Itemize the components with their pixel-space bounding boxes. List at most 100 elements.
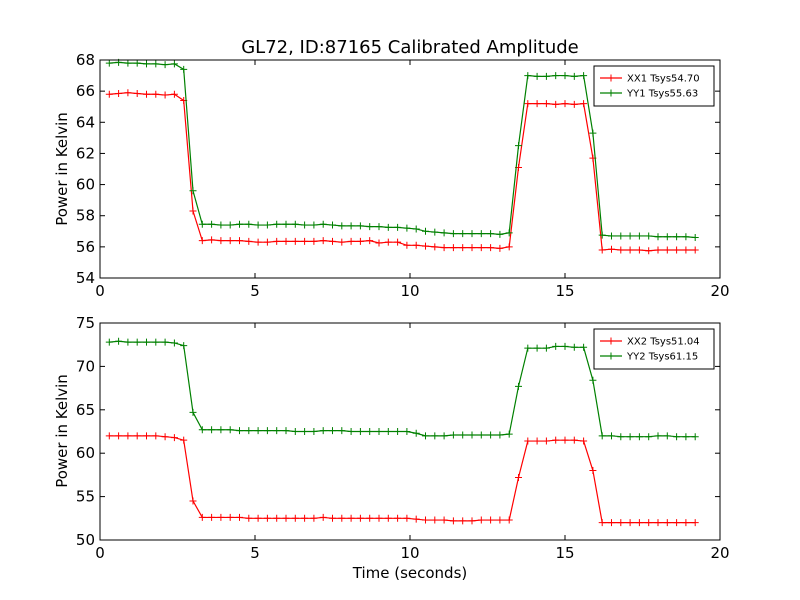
bottom-plot-data-point	[449, 517, 457, 525]
bottom-plot-legend: XX2 Tsys51.04 YY2 Tsys61.15	[593, 328, 715, 370]
top-plot-data-point	[384, 223, 392, 231]
bottom-plot-data-point	[626, 519, 634, 527]
bottom-plot-data-point	[198, 426, 206, 434]
bottom-plot-axes: 0 5 10 15 20 50 55 60 65 70 75	[76, 314, 730, 562]
bottom-plot-data-point	[236, 427, 243, 435]
top-plot-data-point	[338, 222, 346, 230]
bottom-plot-data-point	[626, 433, 634, 441]
bottom-plot-data-point	[273, 427, 281, 435]
top-plot-data-point	[561, 100, 569, 108]
bottom-plot-data-point	[366, 428, 374, 435]
bottom-plot-data-point	[403, 514, 411, 522]
bottom-plot-data-point	[645, 519, 653, 527]
bottom-plot-data-point	[226, 426, 234, 434]
top-plot-ytick-label: 66	[76, 82, 95, 100]
top-plot-data-point	[412, 225, 420, 233]
top-plot-data-point	[236, 220, 243, 228]
top-plot-data-point	[691, 234, 699, 242]
bottom-plot-data-point	[124, 338, 132, 346]
bottom-plot-data-point	[338, 427, 346, 435]
bottom-plot-data-point	[635, 433, 643, 441]
top-plot-data-point	[673, 233, 681, 241]
top-plot-data-point	[310, 221, 318, 229]
top-plot-xtick-label: 5	[250, 282, 260, 300]
top-plot-data-point	[515, 142, 522, 150]
top-plot-data-point	[356, 237, 364, 245]
top-plot-axes: 0 5 10 15 20 54 56 58 60 62 64 66 68	[76, 51, 730, 300]
bottom-plot-data-point	[152, 432, 160, 440]
top-plot-data-point	[570, 100, 578, 108]
top-plot-data-point	[403, 241, 411, 249]
bottom-plot-data-point	[217, 426, 225, 434]
top-plot-data-point	[654, 233, 662, 241]
top-plot-data-point	[133, 89, 141, 97]
top-plot-data-point	[291, 237, 299, 245]
top-plot-data-point	[468, 230, 476, 238]
bottom-plot-data-point	[608, 519, 615, 527]
top-plot-data-point	[226, 237, 234, 245]
bottom-plot-data-point	[477, 516, 485, 524]
bottom-plot-data-point	[115, 432, 123, 440]
top-plot-data-point	[115, 89, 123, 97]
bottom-plot-xtick-label: 0	[95, 544, 105, 562]
bottom-plot-data-point	[533, 437, 541, 445]
top-plot-data-point	[654, 246, 662, 254]
top-plot-data-point	[282, 220, 290, 228]
bottom-plot-data-point	[366, 514, 374, 522]
bottom-plot-ytick-label: 70	[76, 357, 95, 375]
top-plot-data-point	[105, 59, 113, 67]
top-plot-data-point	[329, 237, 336, 245]
bottom-plot-series-line	[109, 435, 696, 524]
top-plot-data-point	[635, 232, 643, 240]
top-plot-data-point	[459, 230, 467, 238]
bottom-plot-data-point	[487, 516, 495, 524]
bottom-plot-data-point	[515, 474, 522, 482]
top-plot-data-point	[412, 241, 420, 249]
bottom-plot-data-point	[375, 428, 383, 435]
top-plot-data-point	[440, 229, 448, 237]
top-plot-legend-marker	[607, 89, 615, 97]
top-plot-data-point	[161, 61, 169, 69]
top-plot-data-point	[477, 230, 485, 238]
bottom-plot-data-point	[161, 433, 169, 441]
top-plot-lines	[105, 58, 699, 255]
top-plot-data-point	[422, 242, 429, 250]
bottom-plot-data-point	[580, 343, 588, 351]
bottom-plot-data-point	[459, 431, 467, 439]
top-plot-data-point	[552, 100, 560, 108]
bottom-plot-data-point	[552, 436, 560, 444]
bottom-plot-legend-marker	[607, 352, 615, 360]
top-plot-data-point	[663, 246, 671, 254]
top-plot-data-point	[254, 221, 262, 229]
bottom-plot-data-point	[384, 514, 392, 522]
bottom-plot-data-point	[236, 513, 243, 521]
bottom-plot-xlabel: Time (seconds)	[352, 564, 468, 582]
top-plot-data-point	[105, 90, 113, 98]
bottom-plot-data-point	[282, 427, 290, 435]
bottom-plot-data-point	[254, 427, 262, 435]
top-plot-data-point	[505, 243, 513, 251]
bottom-plot-data-point	[477, 431, 485, 439]
bottom-plot-data-point	[263, 514, 271, 522]
top-plot-data-point	[542, 72, 550, 80]
bottom-plot-data-point	[189, 408, 197, 416]
top-plot: 0 5 10 15 20 54 56 58 60 62 64 66 68 Power in Kelvin…	[53, 51, 730, 300]
top-plot-series-1	[105, 89, 699, 255]
bottom-plot-data-point	[329, 427, 336, 435]
top-plot-data-point	[626, 246, 634, 254]
bottom-plot-ytick-label: 50	[76, 531, 95, 549]
top-plot-data-point	[580, 72, 588, 80]
top-plot-data-point	[301, 221, 309, 229]
bottom-plot-data-point	[542, 437, 550, 445]
top-plot-data-point	[477, 244, 485, 252]
bottom-plot-data-point	[356, 514, 364, 522]
top-plot-data-point	[319, 237, 327, 245]
top-plot-ytick-label: 60	[76, 176, 95, 194]
top-plot-data-point	[598, 231, 606, 239]
top-plot-data-point	[487, 244, 495, 252]
bottom-plot-data-point	[468, 431, 476, 439]
top-plot-data-point	[152, 90, 160, 98]
top-plot-data-point	[496, 244, 504, 252]
top-plot-xtick-label: 15	[555, 282, 574, 300]
top-plot-xtick-label: 0	[95, 282, 105, 300]
